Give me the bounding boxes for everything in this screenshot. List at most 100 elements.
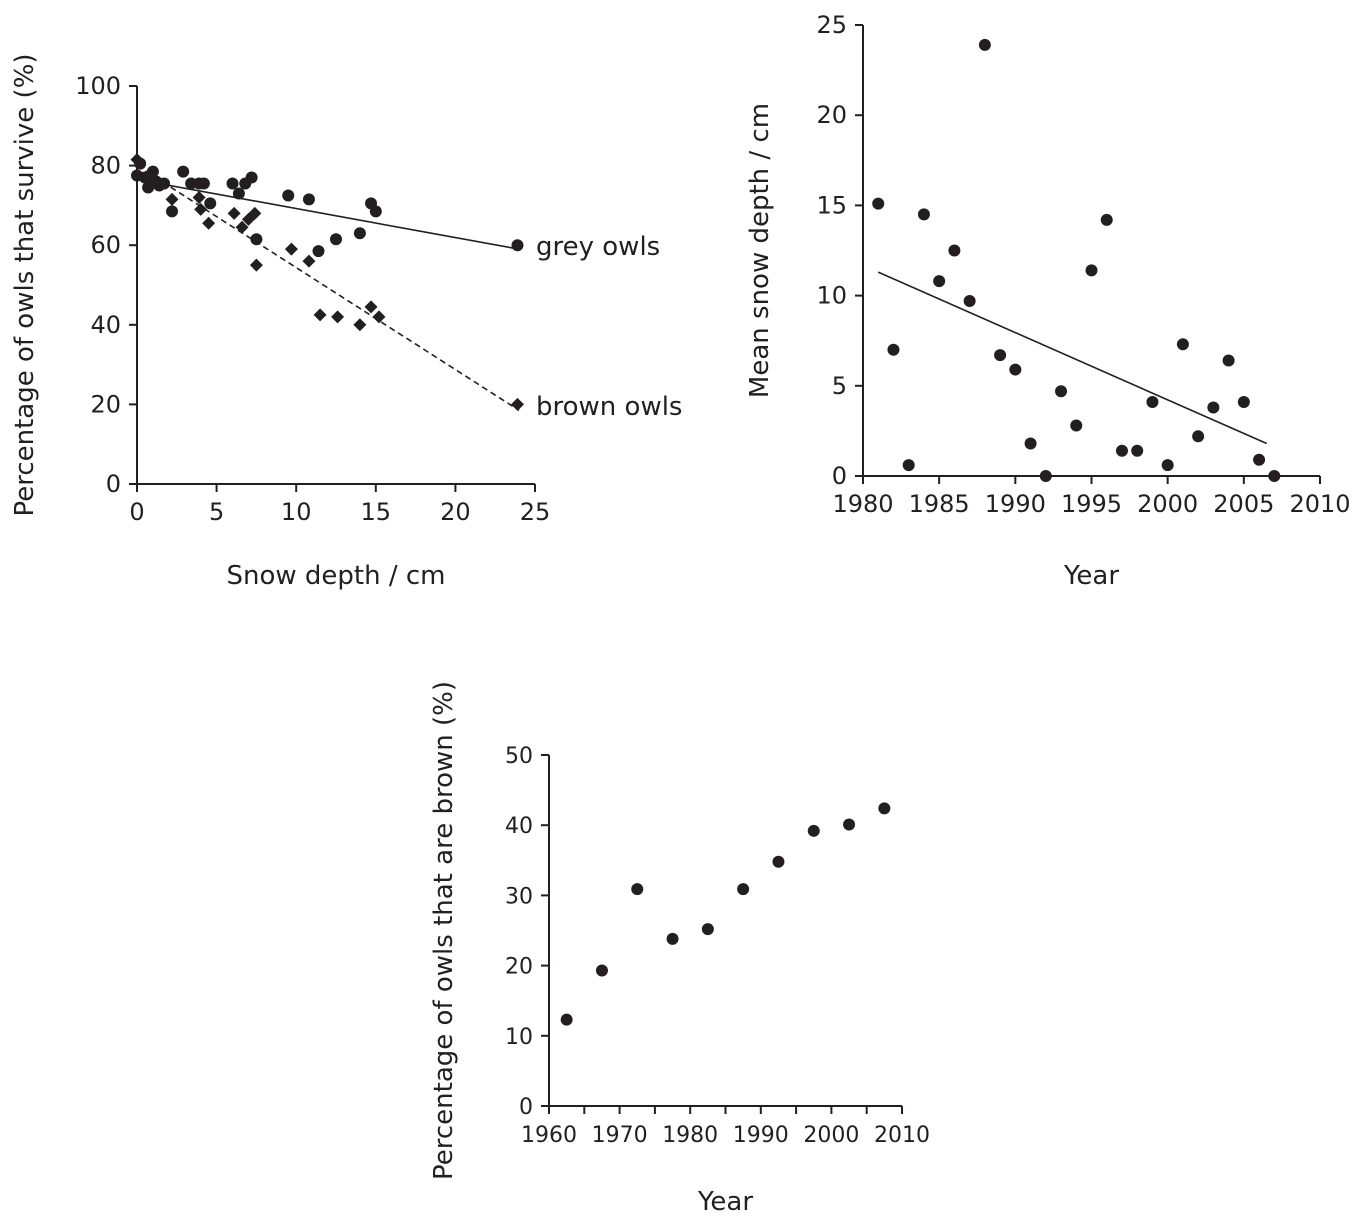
data-point	[1237, 396, 1250, 409]
series-label: brown owls	[536, 392, 682, 422]
data-point-diamond	[248, 206, 262, 220]
data-point	[511, 239, 524, 252]
data-point-diamond	[364, 300, 378, 314]
data-point	[282, 189, 295, 202]
y-tick-label: 60	[90, 231, 121, 259]
data-point-diamond	[372, 310, 386, 324]
x-tick-label: 1985	[909, 490, 970, 518]
data-point	[701, 923, 714, 936]
x-tick-label: 1960	[521, 1123, 577, 1148]
data-point-diamond	[235, 220, 249, 234]
data-point	[1009, 363, 1022, 376]
data-point-diamond	[144, 171, 158, 185]
x-axis-label: Year	[697, 1187, 753, 1216]
data-point	[330, 233, 342, 246]
data-point-diamond	[130, 153, 144, 167]
y-tick-label: 10	[505, 1025, 533, 1050]
x-tick-label: 5	[209, 498, 224, 526]
y-tick-label: 0	[832, 462, 847, 490]
data-point	[1055, 385, 1068, 398]
data-point	[1207, 401, 1220, 414]
data-point	[807, 824, 820, 837]
y-axis-label: Mean snow depth / cm	[745, 103, 775, 398]
brown-percentage-vs-year-chart: 1960 1970 1980 1990 2000 2010 0 10 20 30 40 50 Year P…	[429, 681, 930, 1216]
x-tick-label: 1980	[662, 1123, 718, 1148]
data-point	[1115, 444, 1128, 457]
x-tick-label: 1980	[832, 490, 893, 518]
data-point-diamond	[192, 190, 206, 204]
y-tick-label: 40	[90, 311, 121, 339]
data-point	[226, 177, 239, 190]
y-tick-label: 20	[90, 390, 121, 418]
data-point	[963, 295, 976, 308]
data-point-diamond	[313, 308, 327, 322]
data-point	[1024, 437, 1037, 450]
data-point-diamond	[353, 318, 367, 332]
x-axis-label: Snow depth / cm	[226, 561, 445, 591]
y-tick-label: 20	[816, 101, 847, 129]
data-point	[872, 197, 885, 210]
data-point	[312, 245, 325, 258]
data-point	[560, 1013, 573, 1026]
data-point	[978, 38, 991, 51]
y-tick-label: 0	[519, 1095, 533, 1120]
snow-depth-vs-year-chart: 1980 1985 1990 1995 2000 2005 2010 0 5 10 15 20 25 Ye…	[745, 11, 1351, 591]
data-point	[166, 205, 179, 218]
y-tick-label: 10	[816, 282, 847, 310]
x-axis-label: Year	[1063, 561, 1119, 591]
trend-line	[136, 178, 520, 250]
x-tick-label: 2010	[874, 1123, 930, 1148]
data-point-diamond	[331, 310, 345, 324]
x-tick-label: 2005	[1213, 490, 1274, 518]
data-point	[1070, 419, 1083, 432]
data-point	[1085, 264, 1098, 277]
trend-line	[877, 271, 1268, 445]
y-tick-label: 25	[816, 11, 847, 39]
data-point	[245, 171, 258, 184]
series-label: grey owls	[536, 232, 660, 262]
data-point	[1131, 444, 1144, 457]
data-point	[177, 165, 190, 178]
data-point-diamond	[284, 242, 298, 256]
y-tick-label: 15	[816, 191, 847, 219]
data-point	[1222, 354, 1235, 367]
data-point	[204, 197, 217, 210]
y-axis-label: Percentage of owls that are brown (%)	[429, 681, 459, 1180]
data-point	[1039, 470, 1052, 482]
data-point	[994, 349, 1007, 362]
data-point-diamond	[249, 258, 263, 272]
y-tick-label: 5	[832, 372, 847, 400]
data-point	[369, 205, 382, 218]
x-tick-label: 10	[281, 498, 312, 526]
data-point	[1161, 459, 1174, 472]
data-point-diamond	[510, 397, 524, 411]
data-point	[232, 187, 245, 200]
data-point	[1100, 213, 1113, 226]
x-tick-label: 1990	[985, 490, 1046, 518]
data-point-diamond	[165, 192, 179, 206]
data-point-diamond	[194, 202, 208, 216]
data-point	[843, 818, 856, 831]
x-tick-label: 1995	[1061, 490, 1122, 518]
data-point	[1268, 470, 1281, 482]
x-tick-label: 15	[361, 498, 392, 526]
x-tick-label: 2010	[1289, 490, 1350, 518]
data-point	[197, 177, 210, 190]
data-point	[631, 883, 644, 896]
data-point	[917, 208, 930, 221]
data-point	[1192, 430, 1205, 443]
data-point	[737, 883, 750, 896]
y-tick-label: 50	[505, 744, 533, 769]
x-tick-label: 25	[520, 498, 551, 526]
y-axis-label: Percentage of owls that survive (%)	[10, 53, 40, 516]
y-tick-label: 30	[505, 884, 533, 909]
data-point	[595, 964, 608, 977]
x-tick-label: 20	[440, 498, 471, 526]
data-point	[353, 227, 366, 240]
data-point	[666, 932, 679, 945]
data-point-diamond	[202, 216, 216, 230]
data-point	[772, 855, 785, 868]
y-tick-label: 0	[106, 470, 121, 498]
y-tick-label: 20	[505, 955, 533, 980]
